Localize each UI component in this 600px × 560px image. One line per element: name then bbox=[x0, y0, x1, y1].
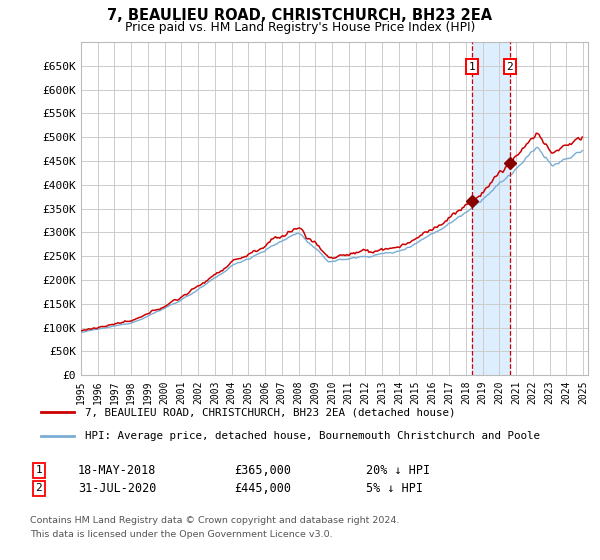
Text: 2: 2 bbox=[506, 62, 513, 72]
Text: 5% ↓ HPI: 5% ↓ HPI bbox=[366, 482, 423, 495]
Text: 18-MAY-2018: 18-MAY-2018 bbox=[78, 464, 157, 477]
Text: 7, BEAULIEU ROAD, CHRISTCHURCH, BH23 2EA (detached house): 7, BEAULIEU ROAD, CHRISTCHURCH, BH23 2EA… bbox=[85, 408, 456, 418]
Text: 20% ↓ HPI: 20% ↓ HPI bbox=[366, 464, 430, 477]
Text: HPI: Average price, detached house, Bournemouth Christchurch and Poole: HPI: Average price, detached house, Bour… bbox=[85, 431, 540, 441]
Text: £445,000: £445,000 bbox=[234, 482, 291, 495]
Text: 7, BEAULIEU ROAD, CHRISTCHURCH, BH23 2EA: 7, BEAULIEU ROAD, CHRISTCHURCH, BH23 2EA bbox=[107, 8, 493, 24]
Text: This data is licensed under the Open Government Licence v3.0.: This data is licensed under the Open Gov… bbox=[30, 530, 332, 539]
Text: 1: 1 bbox=[469, 62, 476, 72]
Text: Contains HM Land Registry data © Crown copyright and database right 2024.: Contains HM Land Registry data © Crown c… bbox=[30, 516, 400, 525]
Text: 31-JUL-2020: 31-JUL-2020 bbox=[78, 482, 157, 495]
Text: 2: 2 bbox=[35, 483, 43, 493]
Bar bbox=[472, 42, 510, 375]
Text: Price paid vs. HM Land Registry's House Price Index (HPI): Price paid vs. HM Land Registry's House … bbox=[125, 21, 475, 34]
Text: £365,000: £365,000 bbox=[234, 464, 291, 477]
Text: 1: 1 bbox=[35, 465, 43, 475]
